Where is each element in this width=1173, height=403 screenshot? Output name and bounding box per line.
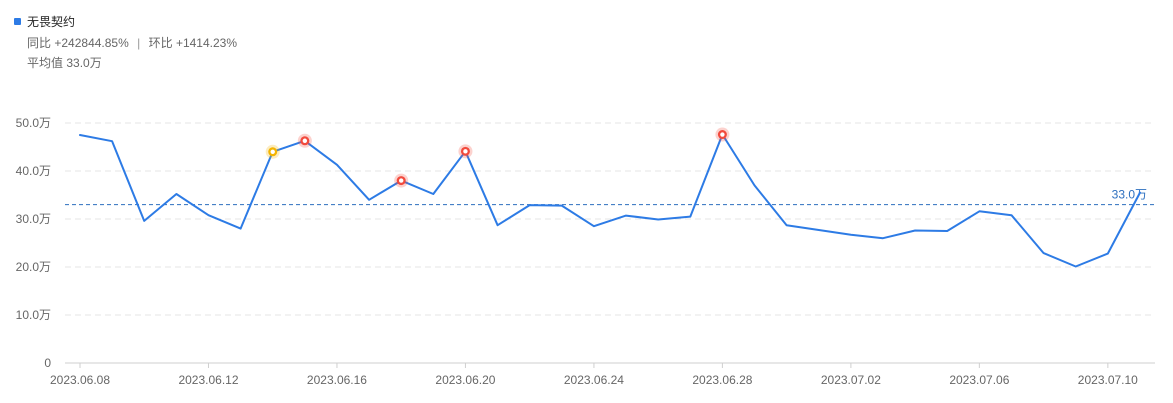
x-tick-label: 2023.07.06: [949, 373, 1009, 387]
stats-separator: |: [137, 36, 141, 50]
average-stat: 平均值 33.0万: [27, 55, 1159, 71]
data-point[interactable]: [912, 228, 918, 234]
x-tick-label: 2023.06.16: [307, 373, 367, 387]
y-tick-label: 40.0万: [16, 164, 51, 178]
data-point[interactable]: [495, 222, 501, 228]
highlight-marker[interactable]: [265, 144, 280, 159]
highlight-marker-center: [302, 138, 308, 143]
data-point[interactable]: [527, 202, 533, 208]
data-point[interactable]: [1008, 212, 1014, 218]
data-point[interactable]: [944, 228, 950, 234]
data-point[interactable]: [880, 235, 886, 241]
data-point[interactable]: [430, 191, 436, 197]
x-tick-label: 2023.07.10: [1078, 373, 1138, 387]
mom-value: +1414.23%: [175, 36, 237, 50]
highlight-marker-center: [399, 178, 404, 183]
data-point[interactable]: [816, 227, 822, 233]
data-point[interactable]: [1137, 190, 1143, 196]
data-point[interactable]: [109, 138, 115, 144]
average-value: 33.0万: [66, 56, 102, 70]
highlight-marker[interactable]: [297, 133, 312, 148]
data-point[interactable]: [784, 222, 790, 228]
data-point[interactable]: [1041, 250, 1047, 256]
y-tick-label: 50.0万: [16, 116, 51, 130]
data-point[interactable]: [173, 191, 179, 197]
x-tick-label: 2023.06.24: [564, 373, 624, 387]
data-point[interactable]: [141, 218, 147, 224]
x-tick-label: 2023.07.02: [821, 373, 881, 387]
highlight-marker-center: [463, 149, 468, 154]
y-tick-label: 0: [44, 356, 51, 370]
legend[interactable]: 无畏契约: [14, 12, 1159, 30]
highlight-marker[interactable]: [458, 144, 473, 159]
legend-swatch-icon: [14, 17, 21, 25]
yoy-label: 同比: [27, 36, 52, 50]
data-point[interactable]: [334, 162, 340, 168]
data-point[interactable]: [591, 223, 597, 229]
data-point[interactable]: [366, 197, 372, 203]
data-point[interactable]: [976, 208, 982, 214]
x-tick-label: 2023.06.12: [178, 373, 238, 387]
data-point[interactable]: [848, 232, 854, 238]
highlight-marker[interactable]: [715, 127, 730, 142]
y-tick-label: 20.0万: [16, 260, 51, 274]
x-tick-label: 2023.06.20: [435, 373, 495, 387]
mom-label: 环比: [148, 36, 173, 50]
highlight-marker-center: [720, 132, 725, 137]
x-tick-label: 2023.06.28: [692, 373, 752, 387]
data-point[interactable]: [752, 182, 758, 188]
data-point[interactable]: [623, 213, 629, 219]
series-line: [79, 133, 1141, 268]
data-point[interactable]: [1073, 264, 1079, 270]
data-point[interactable]: [205, 212, 211, 218]
data-point[interactable]: [238, 226, 244, 232]
data-point[interactable]: [1105, 251, 1111, 257]
yoy-value: +242844.85%: [54, 36, 129, 50]
comparison-stats: 同比 +242844.85% | 环比 +1414.23%: [27, 35, 1159, 51]
data-point[interactable]: [559, 203, 565, 209]
y-tick-label: 30.0万: [16, 212, 51, 226]
x-tick-label: 2023.06.08: [50, 373, 110, 387]
highlight-marker[interactable]: [394, 173, 409, 188]
chart-header: 无畏契约 同比 +242844.85% | 环比 +1414.23% 平均值 3…: [14, 12, 1159, 71]
average-label: 平均值: [27, 56, 64, 70]
data-point[interactable]: [687, 214, 693, 220]
legend-label: 无畏契约: [27, 14, 76, 29]
data-point[interactable]: [655, 216, 661, 222]
highlight-marker-center: [270, 149, 275, 154]
data-point[interactable]: [77, 132, 83, 138]
y-tick-label: 10.0万: [16, 308, 51, 322]
